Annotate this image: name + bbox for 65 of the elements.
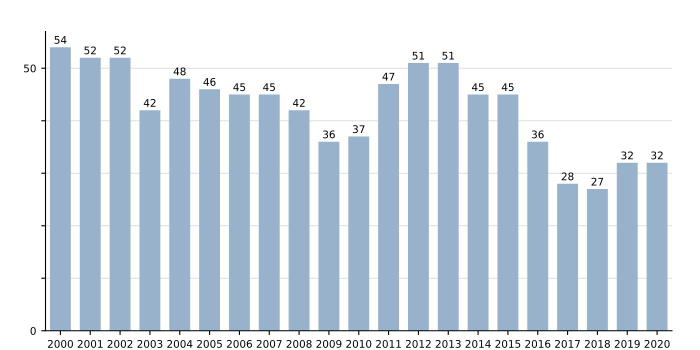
- x-tick-label: 2006: [226, 340, 252, 348]
- x-tick-label: 2014: [466, 340, 491, 348]
- bar: [258, 94, 280, 331]
- bar: [169, 78, 190, 331]
- x-tick-label: 2010: [346, 340, 372, 348]
- x-tick-label: 2005: [197, 340, 222, 348]
- x-tick-label: 2015: [495, 340, 520, 348]
- data-label: 54: [54, 36, 66, 44]
- x-tick-label: 2012: [406, 340, 431, 348]
- bar: [318, 142, 340, 331]
- bar: [80, 58, 101, 331]
- bar: [139, 110, 160, 331]
- data-label: 37: [352, 125, 364, 134]
- bar: [288, 110, 310, 331]
- data-label: 46: [203, 78, 216, 86]
- x-tick-label: 2001: [78, 340, 103, 348]
- data-label: 47: [382, 72, 394, 80]
- x-tick-label: 2007: [256, 340, 282, 348]
- x-tick-label: 2002: [108, 340, 132, 348]
- data-label: 42: [292, 98, 305, 107]
- data-label: 52: [114, 46, 126, 54]
- data-label: 32: [621, 151, 633, 160]
- bar: [199, 89, 220, 331]
- data-label: 42: [144, 98, 156, 107]
- bar: [616, 162, 638, 331]
- data-label: 32: [651, 151, 663, 160]
- bar: [110, 58, 131, 331]
- x-tick-label: 2004: [167, 340, 192, 348]
- data-label: 36: [323, 130, 335, 138]
- x-tick-label: 2020: [644, 340, 670, 348]
- x-tick-label: 2008: [286, 340, 312, 348]
- bar: [408, 63, 429, 331]
- x-tick-label: 2018: [584, 340, 610, 348]
- x-tick-label: 2019: [614, 340, 640, 348]
- x-tick-label: 2016: [525, 340, 550, 348]
- x-tick-label: 2011: [376, 340, 401, 348]
- data-label: 28: [562, 172, 574, 180]
- bar: [438, 63, 459, 331]
- y-tick-label: 0: [30, 326, 36, 335]
- bar: [527, 142, 548, 331]
- bar: [50, 47, 71, 331]
- bar: [646, 162, 668, 331]
- bar: [557, 184, 578, 331]
- x-tick-label: 2003: [137, 340, 162, 348]
- y-tick-label: 50: [24, 64, 36, 72]
- data-label: 45: [263, 83, 275, 92]
- bar: [586, 189, 608, 331]
- data-label: 51: [442, 52, 454, 60]
- bar: [378, 84, 400, 331]
- data-label: 52: [84, 46, 96, 54]
- data-label: 45: [472, 83, 484, 92]
- x-tick-label: 2017: [555, 340, 580, 348]
- x-tick-label: 2009: [316, 340, 342, 348]
- bar: [348, 136, 370, 331]
- bar: [228, 94, 250, 331]
- bar: [468, 94, 489, 331]
- data-label: 45: [502, 83, 514, 92]
- data-label: 48: [174, 67, 186, 76]
- data-label: 51: [412, 52, 424, 60]
- data-label: 45: [233, 83, 246, 92]
- x-tick-label: 2013: [436, 340, 461, 348]
- x-tick-label: 2000: [48, 340, 73, 348]
- data-label: 36: [532, 130, 544, 138]
- data-label: 27: [592, 178, 604, 186]
- bar: [497, 94, 518, 331]
